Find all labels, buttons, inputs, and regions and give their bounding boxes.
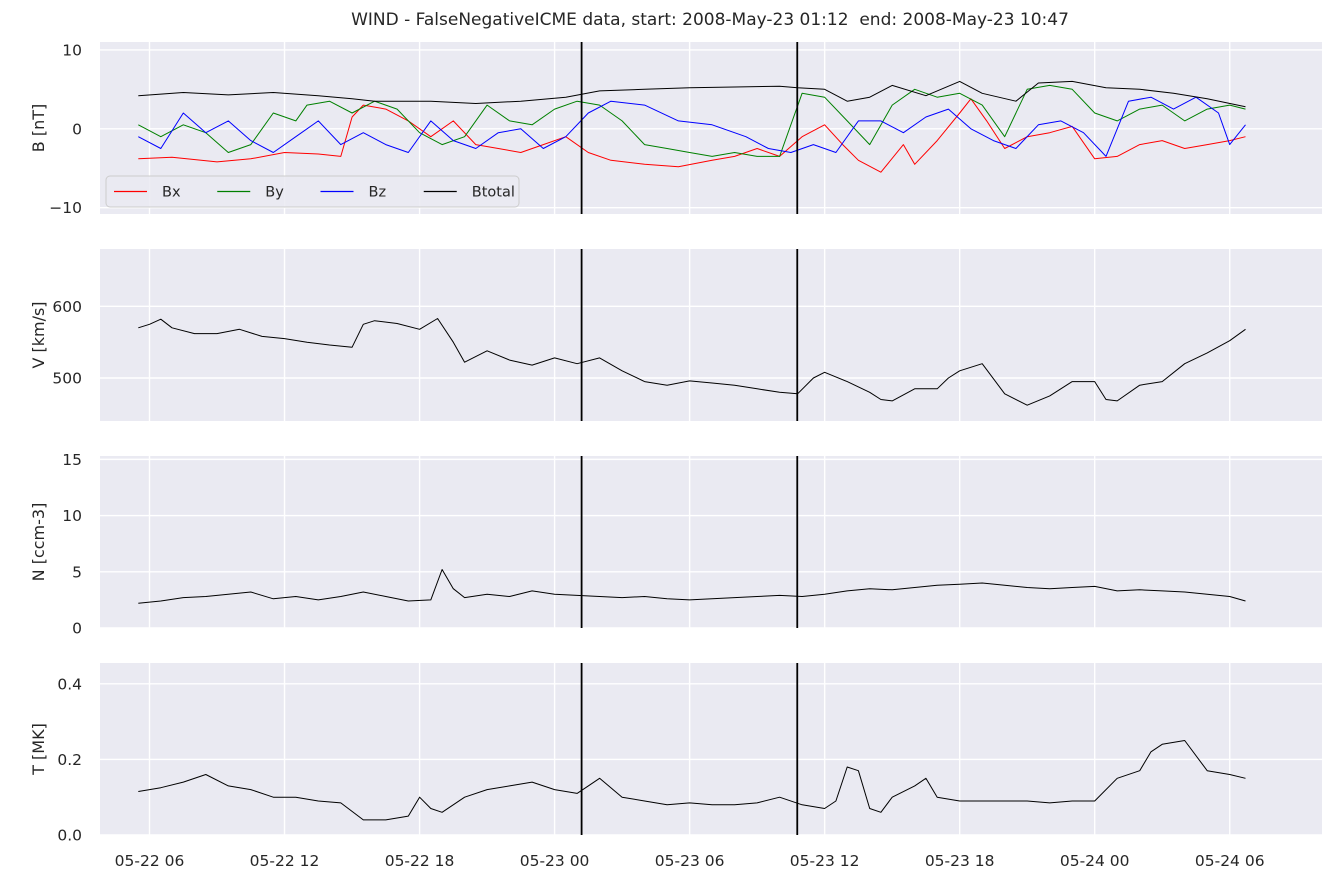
panel-T-background xyxy=(100,663,1322,835)
legend-label-Btotal: Btotal xyxy=(472,185,515,201)
series-line-By xyxy=(138,84,1246,157)
panel-N-ylabel: N [ccm-3] xyxy=(29,503,48,582)
panel-B-ytick-label: −10 xyxy=(49,199,82,217)
panel-N-ytick-label: 5 xyxy=(72,563,82,581)
panel-T-ytick-label: 0.2 xyxy=(57,751,82,769)
legend-label-Bx: Bx xyxy=(162,185,181,201)
legend-label-By: By xyxy=(265,185,284,201)
xtick-label: 05-22 06 xyxy=(115,852,185,870)
xtick-label: 05-24 00 xyxy=(1060,852,1130,870)
panel-B-ytick-label: 0 xyxy=(72,120,82,138)
panel-N-background xyxy=(100,456,1322,628)
panel-V-ytick-label: 600 xyxy=(52,298,82,316)
panel-N-ytick-label: 0 xyxy=(72,620,82,638)
xtick-label: 05-22 12 xyxy=(250,852,320,870)
series-line-V xyxy=(138,318,1246,406)
series-line-Bz xyxy=(138,96,1246,157)
series-line-Btotal xyxy=(138,80,1246,108)
panel-B-ylabel: B [nT] xyxy=(29,104,48,152)
xtick-label: 05-23 18 xyxy=(925,852,995,870)
panel-T-ylabel: T [MK] xyxy=(29,723,48,776)
xtick-label: 05-23 00 xyxy=(520,852,590,870)
series-line-T xyxy=(138,740,1246,821)
legend-box xyxy=(105,175,520,208)
series-line-N xyxy=(138,569,1246,604)
panel-V-ytick-label: 500 xyxy=(52,370,82,388)
panel-V-background xyxy=(100,249,1322,421)
panel-B-ytick-label: 10 xyxy=(62,41,82,59)
panel-V-ylabel: V [km/s] xyxy=(29,301,48,368)
panel-N-ytick-label: 15 xyxy=(62,451,82,469)
xtick-label: 05-22 18 xyxy=(385,852,455,870)
panel-T-ytick-label: 0.0 xyxy=(57,827,82,845)
xtick-label: 05-24 06 xyxy=(1195,852,1265,870)
panel-T-ytick-label: 0.4 xyxy=(57,675,82,693)
panel-N-ytick-label: 10 xyxy=(62,507,82,525)
xtick-label: 05-23 12 xyxy=(790,852,860,870)
xtick-label: 05-23 06 xyxy=(655,852,725,870)
legend-label-Bz: Bz xyxy=(369,185,387,201)
chart-title: WIND - FalseNegativeICME data, start: 20… xyxy=(351,10,1069,30)
